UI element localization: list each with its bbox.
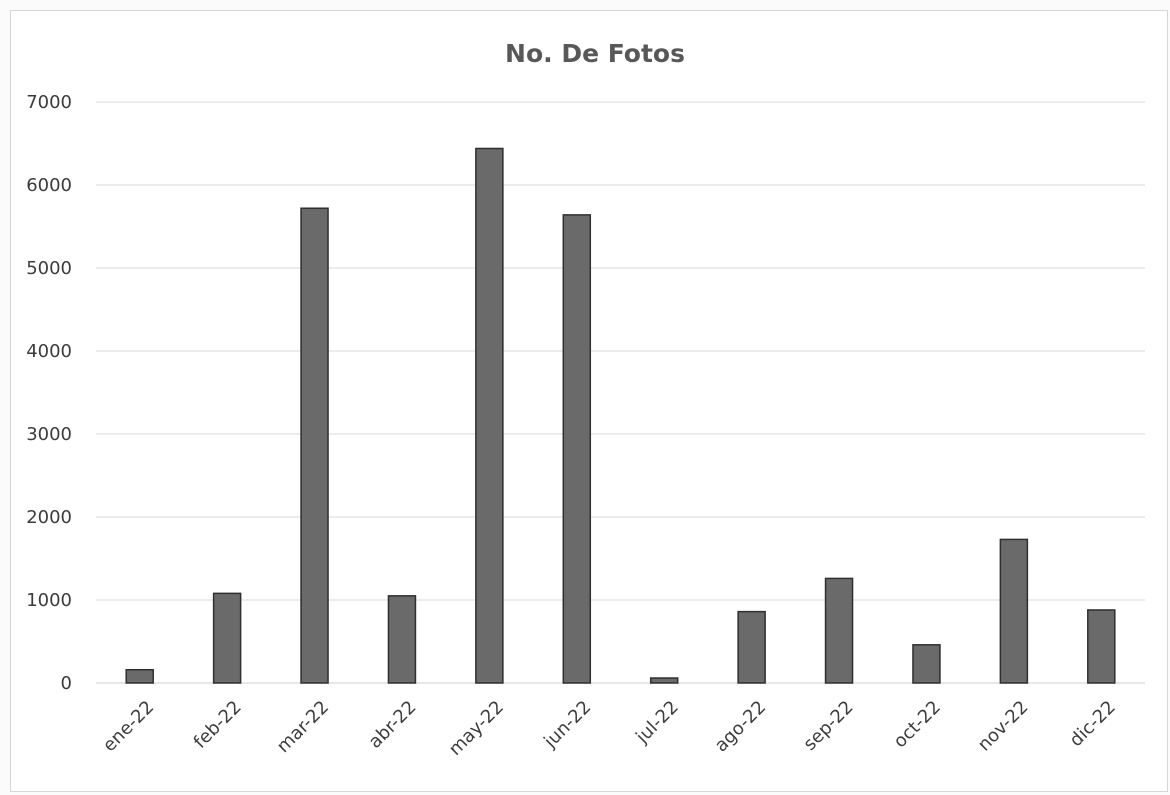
y-axis-ticks: 0 1000 2000 3000 4000 5000 6000 7000 [26, 92, 72, 694]
x-tick-label: nov-22 [974, 697, 1033, 756]
bars [125, 147, 1116, 684]
y-tick-label: 1000 [26, 590, 72, 611]
x-tick-label: feb-22 [190, 697, 246, 753]
y-tick-label: 6000 [26, 175, 72, 196]
bar-ene-22 [125, 668, 154, 684]
chart-title: No. De Fotos [505, 39, 685, 68]
y-tick-label: 5000 [26, 258, 72, 279]
bar-feb-22 [212, 592, 242, 684]
bar-nov-22 [999, 538, 1029, 684]
x-tick-label: ene-22 [99, 697, 158, 756]
y-tick-label: 0 [61, 673, 72, 694]
x-tick-label: mar-22 [273, 697, 333, 757]
bar-mar-22 [300, 207, 329, 684]
bar-dic-22 [1087, 609, 1116, 684]
x-tick-label: dic-22 [1066, 697, 1120, 751]
bar-may-22 [475, 147, 504, 684]
x-tick-label: jul-22 [631, 697, 682, 748]
x-tick-label: may-22 [445, 697, 508, 760]
x-tick-label: sep-22 [799, 697, 857, 755]
y-tick-label: 7000 [26, 92, 72, 113]
x-tick-label: oct-22 [890, 697, 945, 752]
bar-abr-22 [387, 595, 417, 684]
gridlines [96, 101, 1145, 684]
y-tick-label: 4000 [26, 341, 72, 362]
x-tick-label: ago-22 [711, 697, 771, 757]
x-axis-ticks: ene-22 feb-22 mar-22 abr-22 may-22 jun-22 jul-… [99, 697, 1120, 760]
y-tick-label: 2000 [26, 507, 72, 528]
x-tick-label: abr-22 [365, 697, 421, 753]
bar-sep-22 [824, 577, 854, 684]
x-tick-label: jun-22 [539, 697, 595, 753]
bar-jul-22 [649, 677, 679, 684]
bar-oct-22 [912, 644, 941, 684]
y-tick-label: 3000 [26, 424, 72, 445]
bar-ago-22 [737, 610, 766, 684]
bar-jun-22 [562, 214, 592, 684]
